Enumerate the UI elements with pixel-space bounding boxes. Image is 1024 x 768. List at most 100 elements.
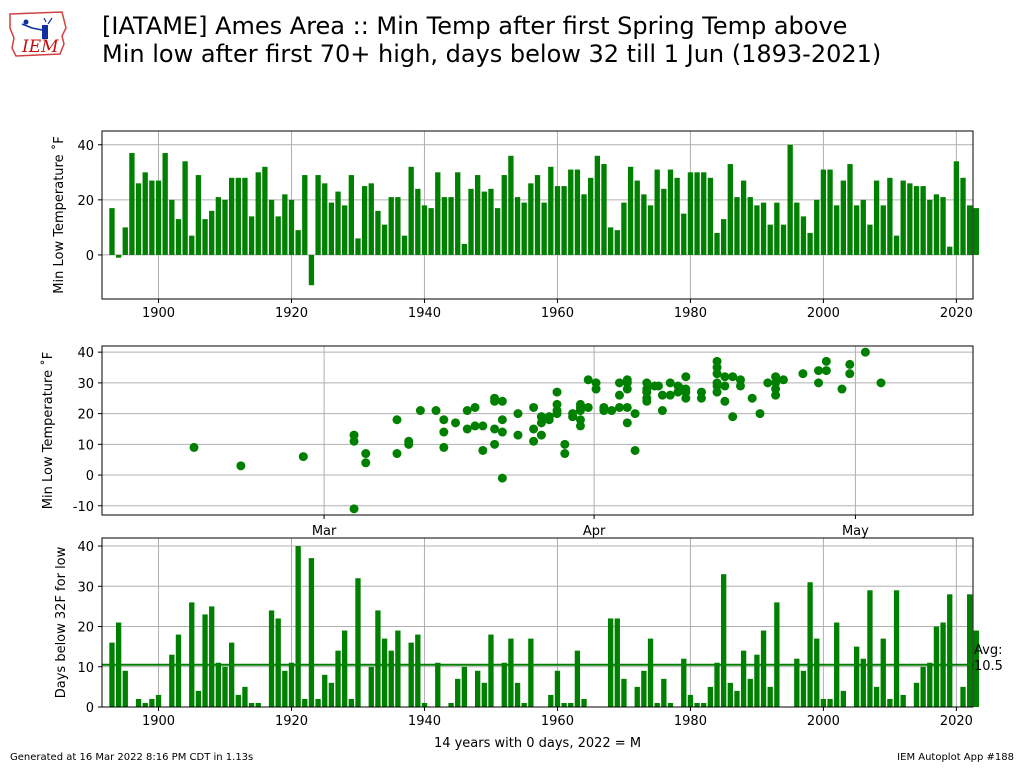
panel2-ytick-label: -10 [73,500,94,515]
panel1-bar [661,188,667,255]
panel2-point [614,402,624,412]
panel3-bar [308,558,315,707]
panel2-point [837,384,847,394]
panel3-bar [275,618,281,707]
panel3-bar [335,650,341,707]
panel1-bar [302,175,308,255]
panel2-point [462,406,472,416]
panel1-bar [295,230,301,255]
panel1-bar [947,246,953,255]
panel1-bar [581,194,587,255]
panel3-avg-label: Avg: [974,643,1002,658]
panel1-bar [501,175,507,255]
panel1-bar [900,180,906,255]
panel1-bar [887,177,893,255]
panel3-bar [514,682,521,707]
panel2-point [720,372,730,382]
panel3-bar [222,666,228,707]
panel1-bar [694,172,700,255]
panel3-bar [568,702,574,707]
panel2-point [845,359,855,369]
panel1-bar [142,172,148,255]
panel1-bar [328,202,335,255]
panel3-bar [893,590,900,707]
panel2-point [798,369,808,379]
panel2-ylabel: Min Low Temperature ˚F [40,352,56,509]
panel2-point [513,409,523,419]
panel2-point [622,402,632,412]
panel3-bar [807,582,813,707]
panel3-bar [288,662,295,707]
panel3-bar [501,662,507,707]
panel2-point [513,430,523,440]
panel3-bar [255,702,261,707]
panel1-bar [475,175,481,255]
panel1-bar [455,172,461,255]
panel1-bar [814,199,820,255]
panel3-bar [195,690,202,707]
panel3-bar [767,686,773,707]
panel3-bar [248,702,255,707]
panel3-ytick-label: 30 [77,580,94,595]
panel3-bar [860,658,866,707]
panel1-bar [687,172,694,255]
panel1-bar [368,183,374,255]
panel2-point [490,439,500,449]
panel3-bar [235,694,241,707]
panel2-point [404,436,414,446]
iem-logo: IEM [8,8,68,60]
panel2-ytick-label: 20 [77,408,94,423]
panel1-bar [674,177,680,255]
panel2-point [298,452,308,462]
panel1-bar [541,202,547,255]
panel1-xtick-label: 1900 [142,306,175,321]
panel3-bar [794,658,800,707]
panel2-point [821,366,831,376]
panel1-bar [209,210,215,255]
panel1-xtick-label: 2000 [807,306,840,321]
panel3-xtick-label: 2020 [940,714,973,729]
panel1-bar [827,169,833,255]
panel2-point [696,387,706,397]
panel3-bar [734,690,740,707]
panel3-bar [621,678,627,707]
panel2-point [712,356,722,366]
panel1-ytick-label: 40 [77,139,94,154]
panel2-point [712,378,722,388]
panel3-bar [342,630,348,707]
panel2-point [642,378,652,388]
panel1-bar [388,197,394,255]
panel3-bar [282,670,288,707]
panel1-bar [647,205,654,255]
panel3-bar [694,702,700,707]
panel1-bar [594,155,600,255]
panel3-bar [448,702,454,707]
panel1-bar [787,144,793,255]
panel3-bar [561,702,567,707]
panel2-point [630,409,640,419]
panel3-bar [421,702,428,707]
panel2-ytick-label: 30 [77,377,94,392]
panel2-point [478,421,488,431]
svg-text:IEM: IEM [21,37,59,57]
panel3-bar [614,618,620,707]
panel2-ytick-label: 0 [86,469,94,484]
panel3-xtick-label: 1900 [142,714,175,729]
panel1-frame [101,130,974,300]
panel1-bar [215,197,222,255]
panel1-bar [222,199,228,255]
panel1-bar [933,194,940,255]
panel3-bar [740,650,747,707]
panel3-bar [242,686,248,707]
panel3-bar [228,642,235,707]
panel2-point [860,347,870,357]
panel2-point [536,412,546,422]
panel1-bar [308,254,315,286]
panel1-bar [714,232,720,255]
panel2-point [497,415,507,425]
panel1-bar [189,235,195,255]
panel2-point [821,356,831,366]
panel1-bar [601,164,607,255]
panel1-bar [348,175,354,255]
panel1-bar [275,216,281,255]
